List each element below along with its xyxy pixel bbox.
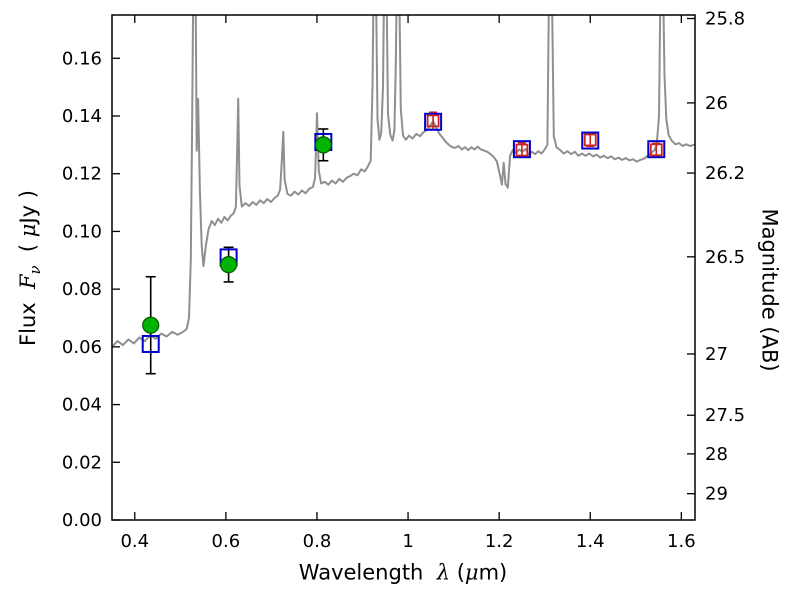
spectrum-line — [112, 15, 695, 348]
x-axis-label: Wavelength λ (μm) — [298, 560, 508, 585]
y-tick-label-flux: 0.06 — [62, 337, 102, 358]
y-tick-label-mag: 26.2 — [705, 163, 745, 184]
photometry-point-observed-photometry-ir — [583, 133, 597, 147]
photometry-point-observed-photometry-optical — [314, 136, 332, 154]
nu-subscript: ν — [27, 265, 45, 275]
axes-frame — [111, 14, 696, 521]
y-axis-label-text: Flux — [16, 288, 41, 346]
x-tick-label: 1 — [402, 531, 413, 552]
photometry-point-observed-photometry-optical — [142, 316, 160, 334]
y-tick-label-mag: 26 — [705, 93, 728, 114]
photometry-point-observed-photometry-optical — [220, 256, 238, 274]
y-axis-label-right-text: Magnitude (AB) — [757, 208, 782, 372]
x-tick-label: 1.2 — [485, 531, 514, 552]
y-tick-label-mag: 28 — [705, 444, 728, 465]
mu-symbol: μ — [16, 223, 41, 238]
flux-symbol: F — [16, 274, 41, 289]
error-bar — [586, 132, 595, 148]
y-tick-label-flux: 0.08 — [62, 279, 102, 300]
photometry-point-model-photometry — [512, 140, 531, 159]
y-tick-label-flux: 0.04 — [62, 395, 102, 416]
mu-symbol: μ — [464, 560, 479, 585]
y-axis-label-left: Flux Fν ( μJy ) — [16, 190, 45, 346]
x-axis-label-text: m) — [478, 560, 508, 585]
x-axis-label-text: Wavelength — [298, 560, 437, 585]
y-tick-label-mag: 27.5 — [705, 405, 745, 426]
photometry-point-observed-photometry-ir — [515, 143, 529, 157]
x-tick-label: 0.4 — [120, 531, 149, 552]
x-tick-label: 1.6 — [667, 531, 696, 552]
y-tick-label-flux: 0.10 — [62, 221, 102, 242]
photometry-point-observed-photometry-ir — [426, 114, 440, 128]
y-axis-label-text: Jy ) — [16, 190, 41, 224]
y-tick-label-flux: 0.02 — [62, 452, 102, 473]
photometry-point-model-photometry — [647, 140, 666, 159]
x-axis-label-text: ( — [450, 560, 465, 585]
lambda-symbol: λ — [436, 560, 451, 585]
photometry-point-model-photometry — [581, 131, 600, 150]
y-tick-label-mag: 29 — [705, 484, 728, 505]
y-tick-label-flux: 0.12 — [62, 164, 102, 185]
x-tick-label: 0.6 — [212, 531, 241, 552]
y-tick-label-mag: 25.8 — [705, 9, 745, 30]
photometry-point-observed-photometry-ir — [649, 143, 663, 157]
y-axis-label-text: ( — [16, 237, 41, 266]
x-tick-label: 0.8 — [303, 531, 332, 552]
y-tick-label-mag: 26.5 — [705, 247, 745, 268]
photometry-point-model-photometry — [141, 334, 160, 353]
y-tick-label-mag: 27 — [705, 344, 728, 365]
y-tick-label-flux: 0.00 — [62, 510, 102, 531]
y-axis-label-right: Magnitude (AB) — [757, 208, 782, 372]
x-tick-label: 1.4 — [576, 531, 605, 552]
y-tick-label-flux: 0.16 — [62, 48, 102, 69]
photometry-point-model-photometry — [424, 112, 443, 131]
y-tick-label-flux: 0.14 — [62, 106, 102, 127]
